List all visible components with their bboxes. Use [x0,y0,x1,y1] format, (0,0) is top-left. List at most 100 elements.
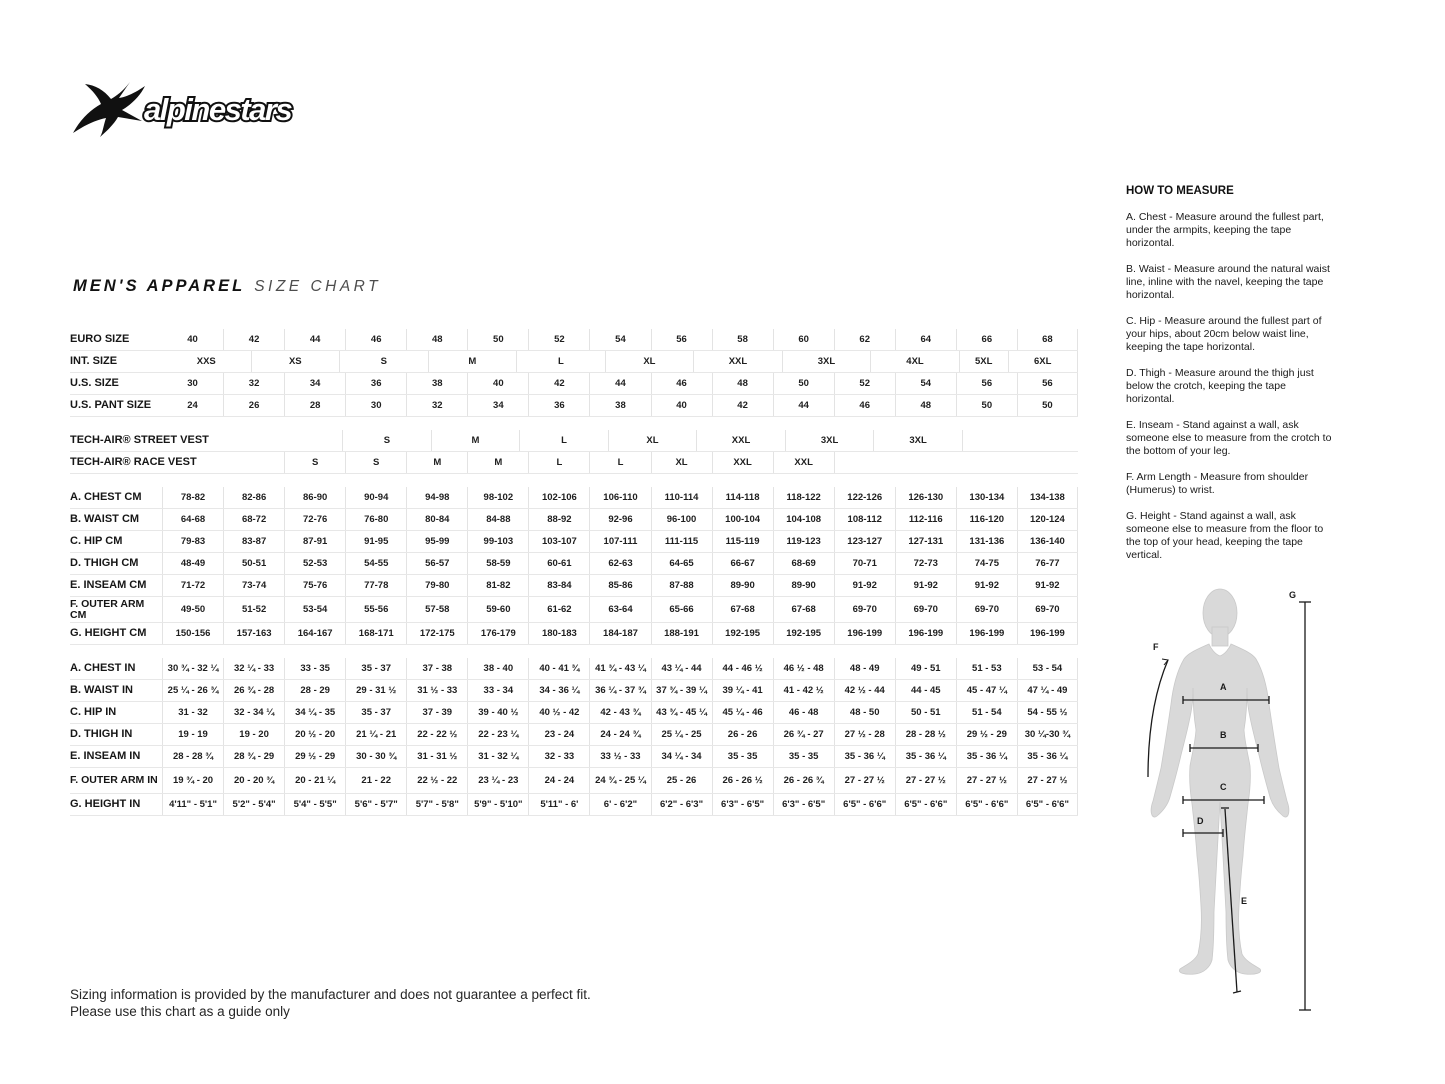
chest-line [1182,696,1270,704]
size-cell: 112-116 [894,509,956,530]
size-cell: 42 [223,329,284,350]
size-cell: 94-98 [406,487,467,508]
size-cell: 40 [467,373,528,394]
size-cell: 68-69 [772,553,834,574]
alpinestars-logo: alpinestars [72,80,332,138]
label-b: B [1220,730,1227,740]
size-cell: 48 - 49 [833,658,895,679]
size-cell: 5'4" - 5'5" [284,794,345,815]
size-cell: 72-76 [284,509,345,530]
table-row: B. WAIST IN 25 ¼ - 26 ¾ 26 ¾ - 28 28 - 29 29… [70,680,1078,702]
size-cell: 67-68 [711,597,773,622]
size-cell: XL [607,430,697,451]
size-cell: 184-187 [589,623,650,644]
table-row: U.S. SIZE 30 32 34 36 38 40 42 44 46 48 50 52 54 56 56 [70,373,1078,395]
size-cell: 56-57 [406,553,467,574]
size-cell: 44 [589,373,650,394]
size-cell: 51 - 53 [955,658,1017,679]
size-cell: 50-51 [223,553,284,574]
size-cell: 36 ¼ - 37 ¾ [589,680,650,701]
size-cell: 30 ¾ - 32 ¼ [162,658,223,679]
size-cell: 95-99 [406,531,467,552]
size-cell: 91-92 [833,575,895,596]
size-cell: 35 - 35 [772,746,834,767]
size-cell: 62 [833,329,895,350]
size-cell: 180-183 [528,623,589,644]
row-label: E. INSEAM CM [70,579,147,591]
size-cell: 157-163 [223,623,284,644]
size-cell: 119-123 [772,531,834,552]
size-cell: 42 - 43 ¾ [589,702,650,723]
size-cell: 48 [711,373,773,394]
row-label: B. WAIST CM [70,513,140,525]
size-cell: 110-114 [650,487,712,508]
size-cell: 102-106 [528,487,589,508]
empty-cell [961,430,1078,451]
size-cell: 134-138 [1016,487,1078,508]
table-row: U.S. PANT SIZE 24 26 28 30 32 34 36 38 40 42 44 46 48… [70,395,1078,417]
table-row: C. HIP IN 31 - 32 32 - 34 ¼ 34 ¼ - 35 35 - 3… [70,702,1078,724]
row-label: A. CHEST CM [70,491,142,503]
table-row: G. HEIGHT CM 150-156 157-163 164-167 168-171… [70,623,1078,645]
size-cell: S [345,452,406,473]
table-row: G. HEIGHT IN 4'11" - 5'1" 5'2" - 5'4" 5'4" … [70,794,1078,816]
size-cell: 120-124 [1016,509,1078,530]
size-cell: 83-87 [223,531,284,552]
size-cell: 6'5" - 6'6" [955,794,1017,815]
table-row: F. OUTER ARM CM 49-50 51-52 53-54 55-56 57-58… [70,597,1078,623]
size-cell: 150-156 [162,623,223,644]
measure-instruction-inseam: E. Inseam - Stand against a wall, ask so… [1126,419,1332,457]
size-cell: 49-50 [162,597,223,622]
size-cell: 111-115 [650,531,712,552]
size-cell: 23 - 24 [528,724,589,745]
row-label: B. WAIST IN [70,684,133,696]
size-cell: 26 ¾ - 27 [772,724,834,745]
size-cell: 46 [833,395,895,416]
size-cell: 5'6" - 5'7" [345,794,406,815]
size-cell: 28 - 28 ½ [894,724,956,745]
size-cell: 40 - 41 ¾ [528,658,589,679]
size-cell: 5XL [958,351,1008,372]
size-cell: 19 - 20 [223,724,284,745]
size-cell: 40 [187,334,198,345]
size-cell: 136-140 [1016,531,1078,552]
measure-instruction-hip: C. Hip - Measure around the fullest part… [1126,315,1322,353]
size-cell: 69-70 [955,597,1017,622]
size-cell: 32 [223,373,284,394]
title-main: MEN'S APPAREL [73,277,246,295]
size-cell: 48 [406,329,467,350]
size-cell: 25 ¼ - 26 ¾ [162,680,223,701]
size-cell: 98-102 [467,487,528,508]
size-cell: 78-82 [162,487,223,508]
row-label: D. THIGH IN [70,728,133,740]
size-cell: 48 [894,395,956,416]
size-cell: 48-49 [162,553,223,574]
size-cell: 68 [1016,329,1078,350]
size-cell: 46 ½ - 48 [772,658,834,679]
size-cell: 192-195 [772,623,834,644]
size-cell: 41 ¾ - 43 ¼ [589,658,650,679]
size-cell: 123-127 [833,531,895,552]
size-cell: 33 - 35 [284,658,345,679]
size-cell: 30 [345,395,406,416]
size-cell: 50 [772,373,834,394]
size-cell: L [589,452,650,473]
size-cell: 38 [589,395,650,416]
size-cell: 6'5" - 6'6" [1016,794,1078,815]
size-cell: 196-199 [1016,623,1078,644]
size-cell: 68-72 [223,509,284,530]
size-cell: 79-80 [406,575,467,596]
label-d: D [1197,816,1204,826]
size-cell: 28 ¾ - 29 [223,746,284,767]
row-label: TECH-AIR® RACE VEST [70,456,197,468]
size-cell: 33 ½ - 33 [589,746,650,767]
size-cell: 76-77 [1016,553,1078,574]
size-cell: 79-83 [162,531,223,552]
size-cell: 4'11" - 5'1" [162,794,223,815]
size-cell: 51 - 54 [955,702,1017,723]
size-cell: 35 - 35 [711,746,773,767]
size-cell: 52 [833,373,895,394]
alpinestars-star-icon [73,82,145,137]
size-cell: 53-54 [284,597,345,622]
size-cell: 188-191 [650,623,712,644]
